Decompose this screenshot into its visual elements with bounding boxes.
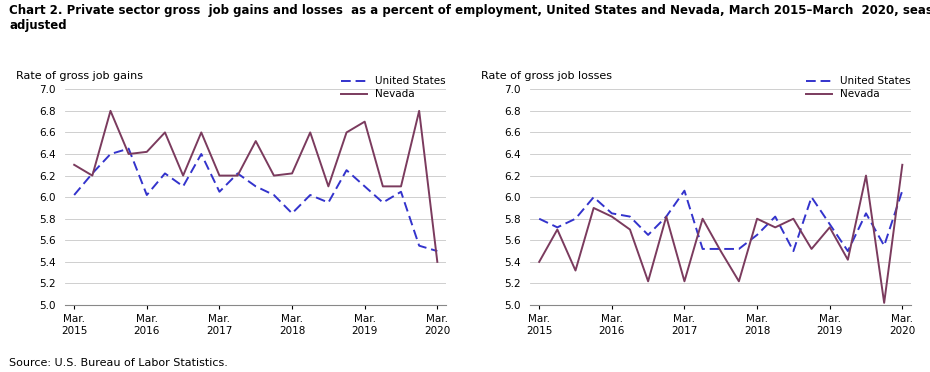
Text: Rate of gross job losses: Rate of gross job losses <box>481 71 612 81</box>
Text: Chart 2. Private sector gross  job gains and losses  as a percent of employment,: Chart 2. Private sector gross job gains … <box>9 4 930 32</box>
Text: Rate of gross job gains: Rate of gross job gains <box>16 71 142 81</box>
Legend: United States, Nevada: United States, Nevada <box>802 72 915 103</box>
Legend: United States, Nevada: United States, Nevada <box>337 72 450 103</box>
Text: Source: U.S. Bureau of Labor Statistics.: Source: U.S. Bureau of Labor Statistics. <box>9 358 228 368</box>
